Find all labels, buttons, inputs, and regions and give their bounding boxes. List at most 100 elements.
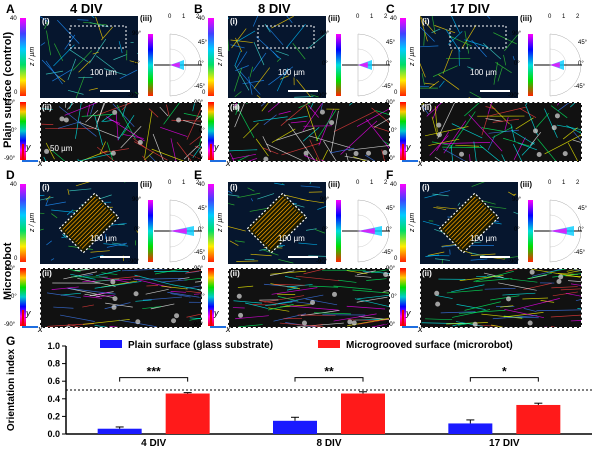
image-i — [420, 16, 518, 98]
z-colorbar — [20, 18, 26, 96]
panel-label-f: F — [386, 168, 393, 182]
panel-label-b: B — [194, 2, 203, 16]
polar-label-neg45: -45° — [382, 84, 393, 90]
z-axis-label: z / µm — [217, 213, 224, 232]
polar-label-45: 45° — [198, 40, 207, 46]
polar-label-0: 0° — [134, 227, 140, 233]
y-axis-letter: y — [214, 142, 219, 152]
polar-r-tick-2: 2 — [576, 14, 579, 20]
image-ii — [228, 268, 390, 328]
polar-r-tick-1: 1 — [370, 180, 373, 186]
polar-label-45: 45° — [386, 40, 395, 46]
image-ii — [420, 268, 582, 328]
scale-bar-label: 100 µm — [90, 234, 117, 243]
x-axis-letter: x — [38, 158, 43, 168]
z-colorbar-top: 40 — [10, 182, 17, 188]
angle-colorbar-mid: 0° — [11, 128, 17, 134]
angle-colorbar-mid: 0° — [391, 294, 397, 300]
scale-bar-label: 100 µm — [470, 68, 497, 77]
polar-label-neg45: -45° — [382, 250, 393, 256]
x-axis-letter: x — [226, 158, 231, 168]
panel-title-a: 4 DIV — [70, 1, 103, 16]
z-colorbar-bottom: 0 — [394, 90, 397, 96]
angle-colorbar-top: 90° — [194, 266, 203, 272]
angle-colorbar-mid: 0° — [199, 294, 205, 300]
sub-label-iii: (iii) — [328, 180, 340, 189]
bar-microrobot — [341, 394, 385, 434]
bar-glass — [273, 421, 317, 434]
significance-mark: *** — [147, 365, 161, 379]
y-tick-label: 1.0 — [47, 341, 60, 351]
sub-label-ii: (ii) — [422, 103, 432, 112]
z-colorbar-bottom: 0 — [14, 90, 17, 96]
polar-label-neg90: -90° — [316, 93, 327, 99]
polar-label-0: 0° — [514, 61, 520, 67]
z-colorbar-bottom: 0 — [202, 90, 205, 96]
sub-label-iii: (iii) — [520, 180, 532, 189]
polar-label-0-right: 0° — [578, 61, 584, 67]
angle-colorbar-mid: 0° — [11, 294, 17, 300]
y-axis-letter: y — [26, 142, 31, 152]
image-ii — [40, 268, 202, 328]
z-colorbar — [20, 184, 26, 262]
image-i — [228, 16, 326, 98]
legend-label: Plain surface (glass substrate) — [128, 340, 273, 351]
angle-colorbar-top: 90° — [386, 100, 395, 106]
x-axis-arrow — [210, 326, 226, 328]
image-i — [40, 182, 138, 264]
y-axis-letter: y — [26, 308, 31, 318]
x-axis-arrow — [402, 326, 418, 328]
scale-bar-small: 50 µm — [50, 144, 72, 153]
y-axis-letter: y — [406, 142, 411, 152]
z-colorbar-bottom: 0 — [202, 256, 205, 262]
y-tick-label: 0.8 — [47, 359, 60, 369]
polar-label-90: 90° — [132, 197, 141, 203]
polar-label-neg90: -90° — [316, 259, 327, 265]
sub-label-i: (i) — [422, 17, 430, 26]
z-colorbar — [208, 18, 214, 96]
polar-label-neg90: -90° — [128, 259, 139, 265]
polar-label-0-right: 0° — [578, 227, 584, 233]
polar-r-tick-0: 0 — [356, 14, 359, 20]
sub-label-ii: (ii) — [42, 269, 52, 278]
angle-colorbar-bottom: -90° — [384, 156, 395, 162]
bar-glass — [98, 429, 142, 434]
y-axis-letter: y — [406, 308, 411, 318]
z-colorbar-bottom: 0 — [14, 256, 17, 262]
sub-label-i: (i) — [42, 17, 50, 26]
z-colorbar — [400, 184, 406, 262]
y-tick-label: 0.6 — [47, 376, 60, 386]
y-axis-title: Orientation index — [6, 348, 17, 431]
polar-label-90: 90° — [320, 197, 329, 203]
sub-label-i: (i) — [230, 17, 238, 26]
panel-label-d: D — [6, 168, 15, 182]
polar-label-neg90: -90° — [508, 259, 519, 265]
polar-label-0: 0° — [322, 61, 328, 67]
significance-mark: * — [502, 365, 507, 379]
panel-title-b: 8 DIV — [258, 1, 291, 16]
x-tick-label: 17 DIV — [489, 438, 520, 448]
angle-colorbar-bottom: -90° — [192, 156, 203, 162]
y-tick-label: 0.4 — [47, 394, 60, 404]
z-colorbar — [208, 184, 214, 262]
polar-r-tick-0: 0 — [168, 14, 171, 20]
z-axis-label: z / µm — [29, 47, 36, 66]
z-colorbar — [400, 18, 406, 96]
legend-swatch — [318, 340, 340, 348]
polar-label-0: 0° — [134, 61, 140, 67]
x-axis-letter: x — [418, 324, 423, 334]
polar-label-neg45: -45° — [574, 84, 585, 90]
legend-swatch — [100, 340, 122, 348]
bar-glass — [448, 423, 492, 434]
panel-label-c: C — [386, 2, 395, 16]
image-i — [420, 182, 518, 264]
bar-microrobot — [166, 394, 210, 434]
z-colorbar-top: 40 — [10, 16, 17, 22]
angle-colorbar-bottom: -90° — [192, 322, 203, 328]
bar-microrobot — [516, 405, 560, 434]
y-tick-label: 0.2 — [47, 411, 60, 421]
polar-label-neg90: -90° — [508, 93, 519, 99]
x-axis-letter: x — [226, 324, 231, 334]
sub-label-i: (i) — [230, 183, 238, 192]
angle-colorbar-mid: 0° — [391, 128, 397, 134]
